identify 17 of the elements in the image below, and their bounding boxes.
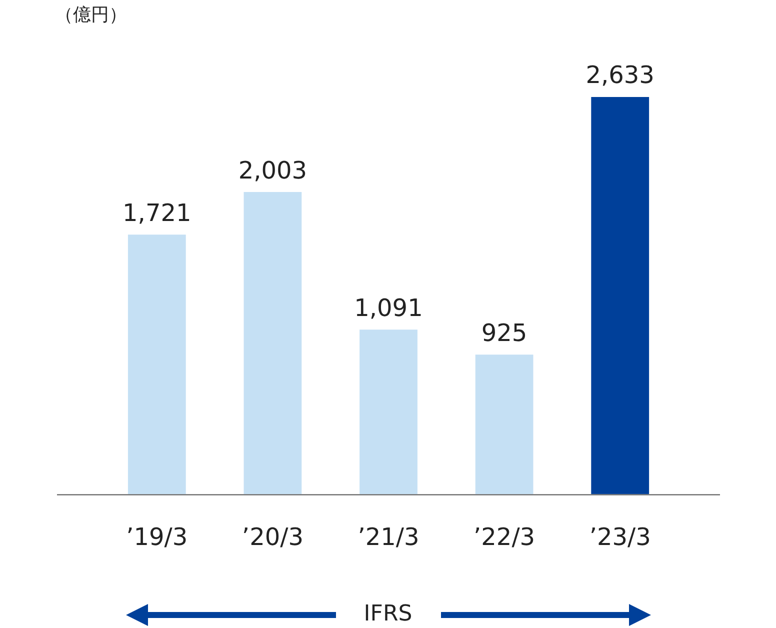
data-label: 1,091 — [354, 294, 423, 322]
x-tick-label: ’19/3 — [126, 522, 188, 551]
bar — [591, 97, 650, 494]
x-tick-label: ’21/3 — [358, 522, 420, 551]
x-tick-label: ’20/3 — [242, 522, 304, 551]
x-tick-label: ’23/3 — [589, 522, 651, 551]
bar — [475, 354, 534, 494]
bar — [360, 330, 418, 494]
text: IFRS — [364, 602, 412, 627]
y-axis-title: （億円） — [55, 4, 127, 26]
data-label: 2,633 — [586, 61, 654, 90]
bar — [244, 192, 302, 494]
bar — [128, 234, 186, 494]
data-label: 925 — [481, 318, 528, 347]
data-label: 1,721 — [122, 198, 192, 227]
x-tick-label: ’22/3 — [474, 522, 536, 551]
data-label: 2,003 — [238, 156, 308, 184]
